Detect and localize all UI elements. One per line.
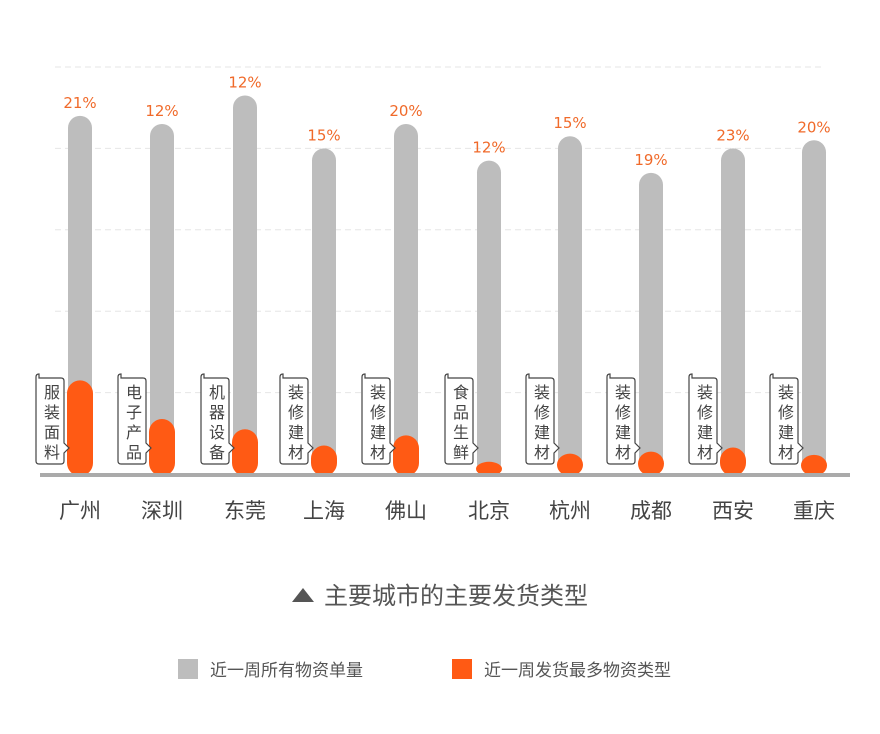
percent-label: 12% (228, 73, 261, 91)
bar-top-type (311, 445, 337, 476)
bar-top-type (149, 419, 175, 476)
x-tick-label: 重庆 (793, 499, 835, 523)
type-label: 装修建材 (775, 384, 794, 464)
chart: 21% 广州 12% 深圳 12% 东莞 15% 上海 20% 佛山 12% 北京 15% 杭州 19% 成都… (35, 66, 850, 523)
bar-total (394, 123, 418, 476)
bar-total (477, 160, 501, 477)
percent-label: 20% (389, 102, 422, 120)
type-label: 装修建材 (531, 384, 550, 464)
type-label: 装修建材 (367, 384, 386, 464)
x-tick-label: 西安 (712, 499, 754, 523)
bar-top-type (232, 429, 258, 476)
x-tick-label: 深圳 (141, 499, 183, 523)
bar-top-type (638, 451, 664, 476)
legend-item-top-type: 近一周发货最多物资类型 (452, 656, 671, 681)
bar-total (150, 123, 174, 476)
x-tick-label: 广州 (59, 499, 101, 523)
x-tick-label: 东莞 (224, 499, 266, 523)
legend-swatch-gray (178, 658, 198, 679)
bar-total (558, 136, 582, 476)
triangle-up-icon (292, 588, 314, 602)
percent-label: 20% (797, 118, 830, 136)
type-label: 装修建材 (612, 384, 631, 464)
percent-label: 15% (307, 126, 340, 144)
bar-top-type (801, 454, 827, 476)
legend-item-total: 近一周所有物资单量 (178, 656, 363, 681)
type-callout-box (35, 373, 70, 465)
bar-top-type (720, 447, 746, 476)
percent-label: 23% (716, 126, 749, 144)
chart-title: 主要城市的主要发货类型 (324, 582, 588, 610)
legend-label: 近一周发货最多物资类型 (484, 661, 671, 681)
bar-total (721, 148, 745, 476)
percent-label: 19% (634, 151, 667, 169)
bar-top-type (557, 453, 583, 476)
bar-total (802, 140, 826, 476)
bar-total (233, 95, 257, 477)
x-tick-label: 北京 (468, 499, 510, 523)
legend-swatch-orange (452, 658, 472, 679)
type-label: 服装面料 (41, 384, 60, 464)
type-label: 食品生鲜 (450, 384, 469, 464)
type-callout-box (200, 373, 235, 465)
type-callout-box (688, 373, 723, 465)
type-label: 电子产品 (123, 384, 142, 464)
type-callout-box (606, 373, 641, 465)
x-axis-baseline (40, 473, 850, 477)
bar-top-type (476, 461, 502, 476)
type-label: 装修建材 (694, 384, 713, 464)
bar-top-type (67, 380, 93, 476)
percent-label: 12% (145, 102, 178, 120)
x-tick-label: 成都 (630, 499, 672, 523)
percent-label: 15% (553, 114, 586, 132)
type-callout-box (279, 373, 314, 465)
percent-label: 21% (63, 94, 96, 112)
type-callout-box (117, 373, 152, 465)
bar-total (312, 148, 336, 476)
type-label: 装修建材 (285, 384, 304, 464)
x-tick-label: 佛山 (385, 499, 427, 523)
type-callout-box (444, 373, 479, 465)
x-tick-label: 杭州 (549, 499, 591, 523)
legend-label: 近一周所有物资单量 (210, 661, 363, 681)
type-callout-box (769, 373, 804, 465)
bar-total (639, 172, 663, 476)
percent-label: 12% (472, 139, 505, 157)
type-callout-box (525, 373, 560, 465)
type-label: 机器设备 (206, 384, 225, 464)
x-tick-label: 上海 (303, 499, 345, 523)
type-callout-box (361, 373, 396, 465)
chart-title-row: 主要城市的主要发货类型 (0, 576, 880, 611)
bar-top-type (393, 435, 419, 476)
